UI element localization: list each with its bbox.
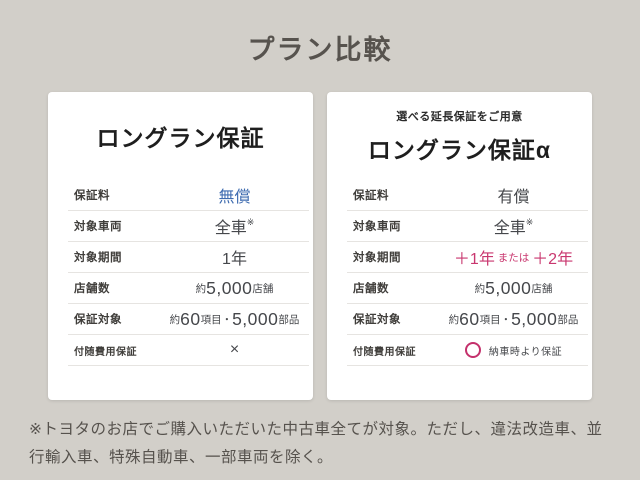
row-label: 付随費用保証 — [353, 346, 416, 358]
plan-rows: 保証料 有償 対象車両 全車 ※ 対象期間 ＋1年 または ＋2年 店舗数約 5,000 店舗 保証… — [347, 180, 588, 366]
row-value: 全車 ※ — [160, 214, 309, 238]
page-title: プラン比較 — [247, 35, 393, 65]
value-segment: ※ — [246, 217, 255, 227]
value-segment: 全車 — [493, 220, 526, 237]
value-segment: 5,000 — [511, 308, 558, 329]
value-segment: × — [229, 341, 240, 358]
value-segment: 約 — [448, 313, 460, 326]
row-value: 無償 — [160, 183, 309, 207]
comparison-row: 保証対象 約 60 項目・ 5,000 部品 — [68, 304, 309, 335]
comparison-row: 対象車両 全車 ※ — [347, 211, 588, 242]
comparison-row: 店舗数 約 5,000 店舗 — [68, 273, 309, 304]
comparison-row: 保証対象 約 60 項目・ 5,000 部品 — [347, 304, 588, 335]
row-label: 保証料 — [353, 190, 389, 202]
comparison-row: 保証料 無償 — [68, 180, 309, 211]
comparison-row: 対象車両 全車 ※ — [68, 211, 309, 242]
value-segment: 部品 — [278, 313, 300, 326]
row-value: 約 60 項目・ 5,000 部品 — [439, 309, 588, 330]
circle-outline-icon — [464, 342, 481, 358]
value-segment: 約 — [195, 282, 207, 295]
value-segment: ・ — [221, 313, 233, 326]
comparison-row: 保証料 有償 — [347, 180, 588, 211]
value-segment: 60 — [180, 308, 201, 329]
value-segment: ※ — [525, 217, 534, 227]
value-segment: 項目 — [200, 313, 222, 326]
plan-subtitle: 選べる延長保証をご用意 — [396, 110, 523, 123]
value-segment: 納車時より保証 — [488, 346, 563, 358]
plan-cards-container: ロングラン保証 保証料 無償 対象車両 全車 ※ 対象期間 1年 店舗数約 5,000 店舗 保証対… — [0, 92, 640, 400]
row-value: 全車 ※ — [439, 214, 588, 238]
value-segment: 項目 — [479, 313, 501, 326]
comparison-row: 対象期間 1年 — [68, 242, 309, 273]
value-segment: 約 — [474, 282, 486, 295]
value-segment: 1年 — [222, 251, 247, 268]
comparison-row: 対象期間 ＋1年 または ＋2年 — [347, 242, 588, 273]
value-segment: 全車 — [214, 220, 247, 237]
footnote: ※トヨタのお店でご購入いただいた中古車全てが対象。ただし、違法改造車、並行輸入車… — [29, 421, 603, 467]
row-value: 納車時より保証 — [439, 342, 588, 358]
row-label: 保証対象 — [74, 314, 122, 326]
comparison-row: 付随費用保証 納車時より保証 — [347, 335, 588, 366]
row-value: 約 60 項目・ 5,000 部品 — [160, 309, 309, 330]
value-segment: 5,000 — [206, 277, 253, 298]
row-label: 保証料 — [74, 190, 110, 202]
row-label: 対象車両 — [353, 221, 401, 233]
comparison-row: 店舗数 約 5,000 店舗 — [347, 273, 588, 304]
row-value: ＋1年 または ＋2年 — [439, 245, 588, 269]
row-label: 店舗数 — [353, 283, 389, 295]
value-segment: 店舗 — [531, 282, 553, 295]
row-value: 約 5,000 店舗 — [439, 278, 588, 299]
row-label: 対象期間 — [353, 252, 401, 264]
plan-card-longrun-alpha: 選べる延長保証をご用意 ロングラン保証α 保証料 有償対象車両 全車 ※ 対象期間 ＋1年… — [327, 92, 592, 400]
value-segment: ・ — [500, 313, 512, 326]
plan-title: ロングラン保証α — [367, 136, 552, 163]
plan-title: ロングラン保証 — [96, 125, 265, 151]
value-segment: 60 — [459, 308, 480, 329]
plan-card-header: ロングラン保証 — [48, 92, 313, 180]
plan-card-header: 選べる延長保証をご用意 ロングラン保証α — [327, 92, 592, 180]
value-segment: ＋2年 — [532, 251, 574, 268]
row-value: × — [160, 341, 309, 359]
comparison-row: 付随費用保証 × — [68, 335, 309, 366]
plan-card-longrun: ロングラン保証 保証料 無償 対象車両 全車 ※ 対象期間 1年 店舗数約 5,000 店舗 保証対… — [48, 92, 313, 400]
plan-rows: 保証料 無償 対象車両 全車 ※ 対象期間 1年 店舗数約 5,000 店舗 保証対象約 60 項目・ 5… — [68, 180, 309, 366]
value-segment: 5,000 — [232, 308, 279, 329]
value-segment: または — [494, 251, 533, 264]
value-segment: 有償 — [497, 189, 530, 206]
value-segment: 部品 — [557, 313, 579, 326]
row-label: 店舗数 — [74, 283, 110, 295]
value-segment: 5,000 — [485, 277, 532, 298]
row-value: 有償 — [439, 183, 588, 207]
value-segment: 無償 — [218, 189, 251, 206]
row-value: 約 5,000 店舗 — [160, 278, 309, 299]
row-label: 対象期間 — [74, 252, 122, 264]
value-segment: 約 — [169, 313, 181, 326]
value-segment: ＋1年 — [453, 251, 495, 268]
row-value: 1年 — [160, 245, 309, 269]
row-label: 保証対象 — [353, 314, 401, 326]
value-segment: 店舗 — [252, 282, 274, 295]
row-label: 付随費用保証 — [74, 346, 137, 358]
row-label: 対象車両 — [74, 221, 122, 233]
